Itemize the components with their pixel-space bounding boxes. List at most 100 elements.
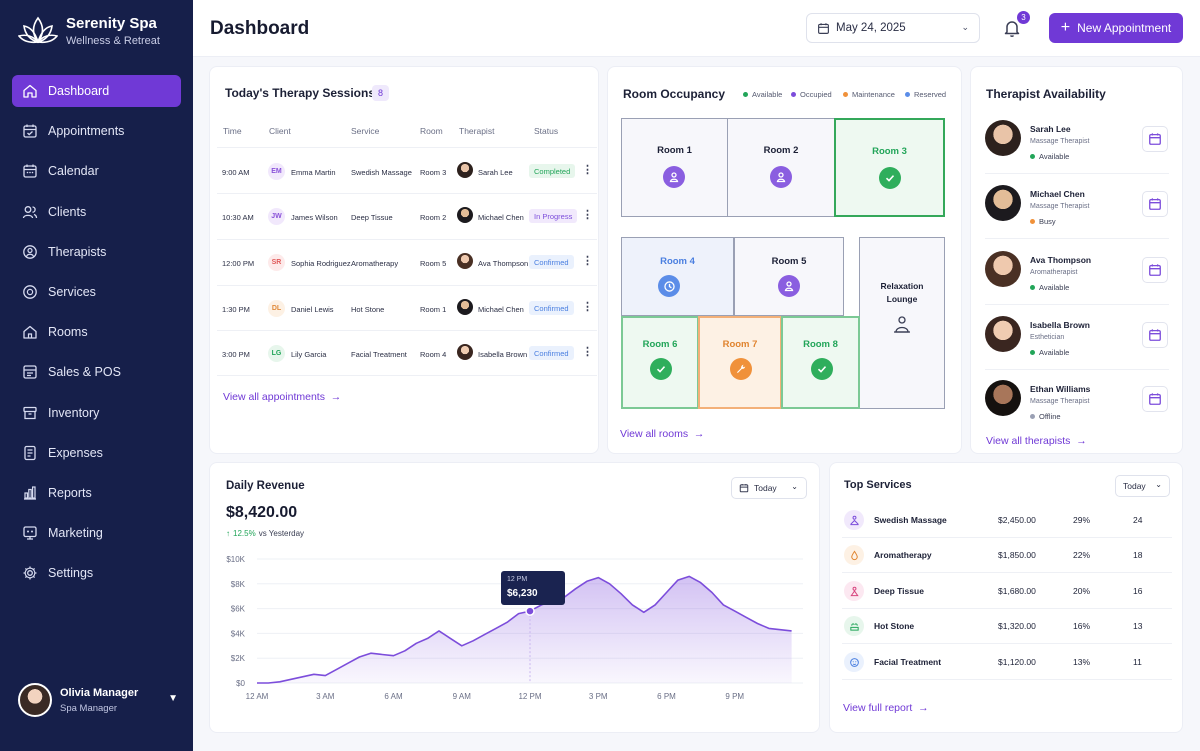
service-revenue: $1,120.00 xyxy=(998,657,1036,667)
service-row[interactable]: Swedish Massage $2,450.00 29% 24 xyxy=(842,503,1172,538)
new-appointment-button[interactable]: + New Appointment xyxy=(1049,13,1183,43)
view-all-therapists-link[interactable]: View all therapists → xyxy=(986,435,1087,447)
more-options-icon[interactable]: ⋮ xyxy=(582,301,593,313)
sidebar-item-clients[interactable]: Clients xyxy=(12,196,181,228)
y-tick-label: $0 xyxy=(236,679,245,688)
room-8[interactable]: Room 8 xyxy=(781,316,860,409)
service-row[interactable]: Deep Tissue $1,680.00 20% 16 xyxy=(842,574,1172,609)
arrow-right-icon: → xyxy=(915,702,929,714)
view-all-rooms-link[interactable]: View all rooms → xyxy=(620,428,704,440)
therapist-name: Sarah Lee xyxy=(1030,124,1071,134)
room-1[interactable]: Room 1 xyxy=(621,118,728,217)
revenue-chart: $10K $8K $6K $4K $2K $012 AM 3 AM 6 AM 9 AM 12 PM… xyxy=(226,555,803,701)
therapist-row[interactable]: Michael Chen Massage Therapist Busy xyxy=(985,185,1169,227)
sidebar-item-marketing[interactable]: Marketing xyxy=(12,517,181,549)
status-text: Busy xyxy=(1039,217,1056,226)
divider xyxy=(217,285,597,286)
sidebar-item-label: Clients xyxy=(48,204,87,219)
room-7[interactable]: Room 7 xyxy=(698,316,782,409)
room-name: Room 1 xyxy=(420,305,447,314)
check-icon xyxy=(811,358,833,380)
chart-tooltip: 12 PM $6,230 xyxy=(501,571,565,606)
sidebar-item-label: Expenses xyxy=(48,445,103,460)
therapist-name: Isabella Brown xyxy=(1030,320,1090,330)
service-name: Hot Stone xyxy=(874,621,915,631)
bell-icon[interactable] xyxy=(1003,18,1021,38)
therapist-name: Michael Chen xyxy=(478,305,524,314)
revenue-period-select[interactable]: Today ⌄ xyxy=(731,477,807,499)
room-6[interactable]: Room 6 xyxy=(621,316,699,409)
sidebar-item-dashboard[interactable]: Dashboard xyxy=(12,75,181,107)
chevron-down-icon: ⌄ xyxy=(961,22,969,32)
therapist-status: Available xyxy=(1030,283,1069,292)
sidebar-item-therapists[interactable]: Therapists xyxy=(12,236,181,268)
room-4[interactable]: Room 4 xyxy=(621,237,734,316)
sidebar-item-appointments[interactable]: Appointments xyxy=(12,115,181,147)
room-5[interactable]: Room 5 xyxy=(734,237,844,316)
top-services-period-select[interactable]: Today ⌄ xyxy=(1115,475,1170,497)
inventory-icon xyxy=(22,405,38,421)
sidebar-item-services[interactable]: Services xyxy=(12,276,181,308)
therapist-row[interactable]: Ethan Williams Massage Therapist Offline xyxy=(985,380,1169,422)
client-initials: DL xyxy=(268,300,285,317)
schedule-button[interactable] xyxy=(1142,126,1168,152)
client-name: Emma Martin xyxy=(291,168,336,177)
date-picker[interactable]: May 24, 2025 ⌄ xyxy=(806,13,980,43)
legend-label: Occupied xyxy=(800,90,832,99)
view-full-report-link[interactable]: View full report → xyxy=(843,702,929,714)
schedule-button[interactable] xyxy=(1142,191,1168,217)
sidebar-item-inventory[interactable]: Inventory xyxy=(12,397,181,429)
service-name: Deep Tissue xyxy=(351,213,393,222)
y-tick-label: $8K xyxy=(231,580,246,589)
view-all-appointments-link[interactable]: View all appointments → xyxy=(223,391,341,403)
relaxation-icon xyxy=(894,316,910,333)
relaxation-lounge[interactable]: Relaxation Lounge xyxy=(859,237,945,409)
more-options-icon[interactable]: ⋮ xyxy=(582,346,593,358)
status-text: Offline xyxy=(1039,412,1061,421)
lotus-logo-icon xyxy=(18,16,58,44)
sidebar-item-expenses[interactable]: Expenses xyxy=(12,437,181,469)
therapist-status: Busy xyxy=(1030,217,1056,226)
room-name: Room 4 xyxy=(420,350,447,359)
col-client: Client xyxy=(269,126,291,136)
calendar-icon xyxy=(22,163,38,179)
revenue-line xyxy=(257,575,792,684)
room-2[interactable]: Room 2 xyxy=(727,118,835,217)
chevron-down-icon[interactable]: ▼ xyxy=(168,693,178,704)
new-appointment-label: New Appointment xyxy=(1077,21,1172,35)
therapist-row[interactable]: Isabella Brown Esthetician Available xyxy=(985,316,1169,358)
sidebar-item-calendar[interactable]: Calendar xyxy=(12,155,181,187)
sidebar-item-reports[interactable]: Reports xyxy=(12,477,181,509)
divider xyxy=(217,147,597,148)
user-profile[interactable]: Olivia Manager Spa Manager ▼ xyxy=(18,683,178,717)
sidebar-item-sales-pos[interactable]: Sales & POS xyxy=(12,356,181,388)
sidebar-item-settings[interactable]: Settings xyxy=(12,557,181,589)
therapist-row[interactable]: Ava Thompson Aromatherapist Available xyxy=(985,251,1169,293)
legend-available: Available xyxy=(743,90,782,99)
service-row[interactable]: Facial Treatment $1,120.00 13% 11 xyxy=(842,645,1172,680)
schedule-button[interactable] xyxy=(1142,257,1168,283)
brand-tagline: Wellness & Retreat xyxy=(66,35,160,47)
x-tick-label: 9 AM xyxy=(453,692,472,701)
session-time: 12:00 PM xyxy=(222,259,255,268)
more-options-icon[interactable]: ⋮ xyxy=(582,255,593,267)
facial-icon xyxy=(844,652,864,672)
more-options-icon[interactable]: ⋮ xyxy=(582,164,593,176)
schedule-button[interactable] xyxy=(1142,322,1168,348)
room-name: Room 5 xyxy=(420,259,447,268)
service-row[interactable]: Aromatherapy $1,850.00 22% 18 xyxy=(842,538,1172,573)
period-value: Today xyxy=(754,483,777,493)
status-badge: Completed xyxy=(529,164,576,178)
sidebar-item-label: Appointments xyxy=(48,124,125,139)
arrow-right-icon: → xyxy=(691,428,705,440)
client-name: Sophia Rodriguez xyxy=(291,259,351,268)
more-options-icon[interactable]: ⋮ xyxy=(582,209,593,221)
sidebar-item-rooms[interactable]: Rooms xyxy=(12,316,181,348)
sessions-title: Today's Therapy Sessions xyxy=(225,86,376,100)
schedule-button[interactable] xyxy=(1142,386,1168,412)
room-label: Room 5 xyxy=(771,256,807,267)
service-row[interactable]: Hot Stone $1,320.00 16% 13 xyxy=(842,609,1172,644)
therapist-row[interactable]: Sarah Lee Massage Therapist Available xyxy=(985,120,1169,162)
brand[interactable]: Serenity Spa Wellness & Retreat xyxy=(18,14,160,48)
room-3[interactable]: Room 3 xyxy=(834,118,945,217)
